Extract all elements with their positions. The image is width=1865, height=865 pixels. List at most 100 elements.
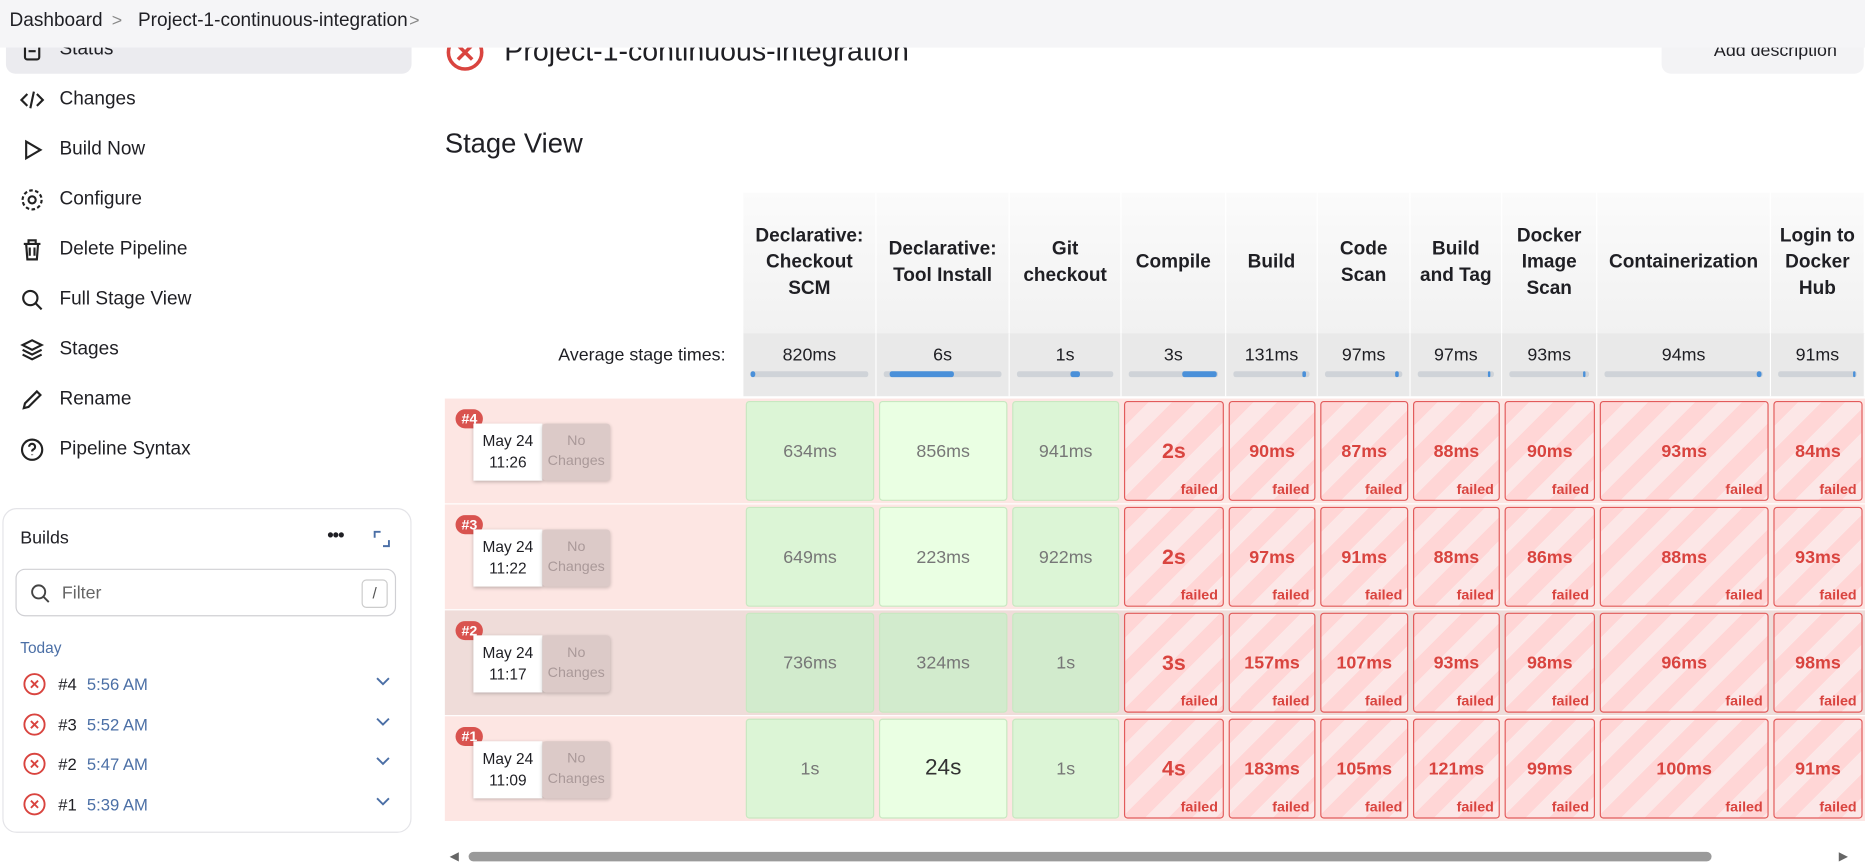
stage-cell[interactable]: 91ms failed: [1773, 718, 1863, 819]
average-cell: 6s: [876, 333, 1010, 397]
stage-cell[interactable]: 96ms failed: [1599, 612, 1769, 713]
run-badge[interactable]: #4: [455, 409, 484, 429]
build-row[interactable]: #2 5:47 AM: [23, 749, 396, 780]
menu-item[interactable]: Configure: [19, 178, 400, 221]
stage-header: Git checkout: [1009, 192, 1122, 334]
stage-cell[interactable]: 98ms failed: [1773, 612, 1863, 713]
stage-cell[interactable]: 90ms failed: [1504, 400, 1595, 501]
search-icon: [31, 584, 50, 603]
average-bar: [1233, 371, 1310, 378]
stage-cell[interactable]: 97ms failed: [1228, 506, 1316, 607]
stage-cell[interactable]: 941ms: [1012, 400, 1120, 501]
stage-cell[interactable]: 93ms failed: [1773, 506, 1863, 607]
run-changes: No Changes: [542, 741, 611, 799]
stage-time: 105ms: [1336, 758, 1393, 779]
stage-header: Build: [1226, 192, 1318, 334]
average-time: 97ms: [1341, 345, 1386, 366]
build-time: 5:56 AM: [86, 674, 148, 694]
stage-status: failed: [1551, 586, 1590, 604]
stage-cell[interactable]: 99ms failed: [1504, 718, 1595, 819]
expand-chevron[interactable]: [375, 794, 392, 814]
stage-cell[interactable]: 107ms failed: [1320, 612, 1409, 713]
builds-title: Builds: [20, 528, 69, 549]
stage-time: 223ms: [916, 546, 970, 567]
stage-cell[interactable]: 93ms failed: [1413, 612, 1500, 713]
stage-cell[interactable]: 100ms failed: [1599, 718, 1769, 819]
stage-time: 91ms: [1795, 758, 1841, 779]
average-time: 1s: [1055, 345, 1075, 366]
stage-cell[interactable]: 90ms failed: [1228, 400, 1316, 501]
menu-item[interactable]: Pipeline Syntax: [19, 428, 400, 471]
stage-time: 88ms: [1433, 546, 1480, 567]
average-time: 91ms: [1795, 345, 1840, 366]
scrollbar[interactable]: ◀ ▶: [449, 850, 1848, 864]
stage-time: 1s: [1056, 652, 1076, 673]
menu-label: Stages: [59, 339, 119, 360]
menu-icon: [20, 339, 45, 361]
stage-status: failed: [1180, 480, 1218, 498]
stage-header: Compile: [1121, 192, 1227, 334]
run-changes: No Changes: [542, 423, 611, 481]
stage-cell[interactable]: 634ms: [745, 400, 875, 501]
stage-cell[interactable]: 93ms failed: [1599, 400, 1769, 501]
stage-cell[interactable]: 87ms failed: [1320, 400, 1409, 501]
average-bar: [1509, 371, 1590, 378]
menu-item[interactable]: Stages: [19, 328, 400, 371]
stage-cell[interactable]: 3s failed: [1123, 612, 1224, 713]
stage-cell[interactable]: 2s failed: [1123, 506, 1224, 607]
stage-cell[interactable]: 2s failed: [1123, 400, 1224, 501]
filter-input[interactable]: Filter /: [15, 568, 397, 617]
menu-item[interactable]: Changes: [19, 79, 400, 122]
stage-cell[interactable]: 86ms failed: [1504, 506, 1595, 607]
stage-time: 86ms: [1526, 546, 1573, 567]
more-button[interactable]: •••: [327, 525, 345, 547]
stage-cell[interactable]: 24s: [878, 718, 1008, 819]
stage-cell[interactable]: 223ms: [878, 506, 1008, 607]
menu-item[interactable]: Full Stage View: [19, 278, 400, 321]
stage-cell[interactable]: 324ms: [878, 612, 1008, 713]
breadcrumb-link[interactable]: Project-1-continuous-integration: [137, 10, 408, 31]
breadcrumb-link[interactable]: Dashboard: [9, 10, 103, 31]
average-cell: 3s: [1121, 333, 1227, 397]
average-bar-fill: [1301, 371, 1306, 378]
expand-button[interactable]: [372, 529, 391, 548]
stage-status: failed: [1456, 798, 1494, 816]
stage-time: 324ms: [916, 652, 970, 673]
average-bar-fill: [1756, 371, 1762, 378]
menu-item[interactable]: Delete Pipeline: [19, 228, 400, 271]
average-bar: [1324, 371, 1403, 378]
stage-cell[interactable]: 91ms failed: [1320, 506, 1409, 607]
stage-cell[interactable]: 856ms: [878, 400, 1008, 501]
stage-cell[interactable]: 88ms failed: [1413, 506, 1500, 607]
menu-item[interactable]: Rename: [19, 378, 400, 421]
stage-cell[interactable]: 157ms failed: [1228, 612, 1316, 713]
average-bar-fill: [1582, 371, 1586, 378]
stage-cell[interactable]: 183ms failed: [1228, 718, 1316, 819]
stage-cell[interactable]: 922ms: [1012, 506, 1120, 607]
build-row[interactable]: #4 5:56 AM: [23, 669, 396, 700]
stage-cell[interactable]: 1s: [745, 718, 875, 819]
stage-cell[interactable]: 84ms failed: [1773, 400, 1863, 501]
stage-cell[interactable]: 88ms failed: [1599, 506, 1769, 607]
run-changes: No Changes: [542, 529, 611, 587]
stage-time: 634ms: [783, 440, 837, 462]
stage-cell[interactable]: 121ms failed: [1413, 718, 1500, 819]
stage-status: failed: [1819, 798, 1857, 816]
scroll-thumb[interactable]: [468, 851, 1712, 862]
expand-chevron[interactable]: [375, 754, 392, 774]
expand-chevron[interactable]: [375, 714, 392, 734]
average-bar: [1128, 371, 1218, 378]
stage-time: 88ms: [1661, 546, 1708, 567]
stage-cell[interactable]: 105ms failed: [1320, 718, 1409, 819]
build-row[interactable]: #3 5:52 AM: [23, 709, 396, 740]
stage-cell[interactable]: 1s: [1012, 718, 1120, 819]
build-row[interactable]: #1 5:39 AM: [23, 789, 396, 820]
expand-chevron[interactable]: [375, 673, 392, 693]
stage-cell[interactable]: 88ms failed: [1413, 400, 1500, 501]
stage-cell[interactable]: 4s failed: [1123, 718, 1224, 819]
menu-item[interactable]: Build Now: [19, 128, 400, 171]
stage-cell[interactable]: 736ms: [745, 612, 875, 713]
stage-cell[interactable]: 649ms: [745, 506, 875, 607]
stage-cell[interactable]: 1s: [1012, 612, 1120, 713]
stage-cell[interactable]: 98ms failed: [1504, 612, 1595, 713]
